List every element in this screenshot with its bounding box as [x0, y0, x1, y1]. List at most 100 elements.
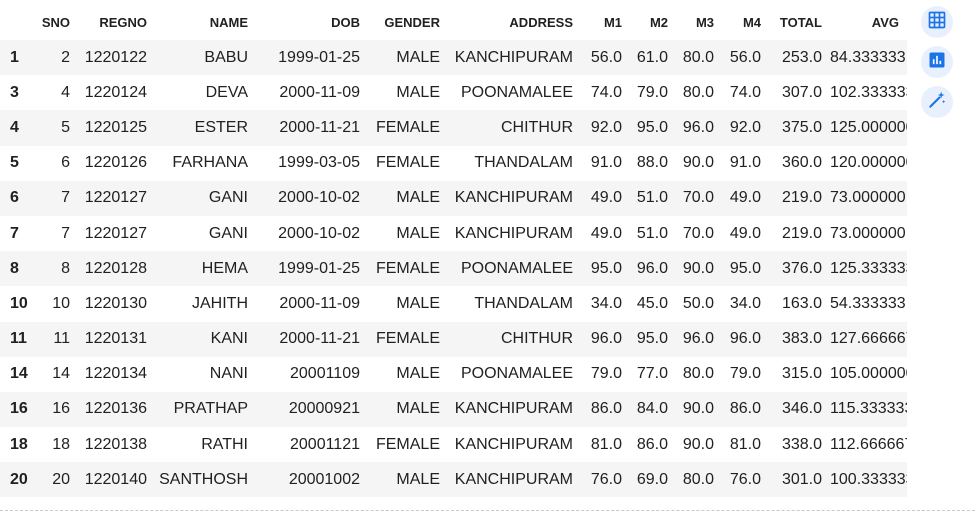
cell-name: FARHANA — [172, 154, 248, 172]
cell-m2: 61.0 — [636, 48, 668, 66]
table-row: 4 5 1220125 ESTER 2000-11-21 FEMALE CHITHUR 92.… — [0, 110, 907, 146]
cell-m4: 91.0 — [729, 154, 761, 172]
cell-name: ESTER — [194, 118, 248, 136]
cell-total: 253.0 — [781, 48, 822, 66]
column-header-total: TOTAL — [779, 15, 822, 30]
cell-m1: 56.0 — [590, 48, 622, 66]
cell-index: 11 — [10, 330, 27, 348]
cell-index: 20 — [10, 470, 28, 488]
cell-regno: 1220128 — [84, 259, 147, 277]
table-row: 3 4 1220124 DEVA 2000-11-09 MALE POONAMALEE 74.… — [0, 75, 907, 110]
cell-dob: 2000-11-09 — [279, 83, 360, 101]
cell-total: 301.0 — [781, 470, 822, 488]
cell-address: KANCHIPURAM — [454, 224, 573, 242]
magic-wand-icon — [927, 90, 947, 115]
cell-m2: 88.0 — [636, 154, 668, 172]
cell-dob: 20001109 — [290, 365, 360, 383]
cell-address: KANCHIPURAM — [454, 189, 573, 207]
cell-m4: 34.0 — [729, 294, 761, 312]
cell-sno: 7 — [61, 189, 70, 207]
cell-name: GANI — [208, 224, 248, 242]
cell-avg: 120.000000 — [830, 154, 907, 172]
cell-dob: 2000-11-09 — [279, 294, 360, 312]
cell-name: BABU — [204, 48, 248, 66]
cell-index: 16 — [10, 400, 28, 418]
suggest-charts-button[interactable] — [921, 46, 953, 78]
cell-address: CHITHUR — [501, 118, 573, 136]
column-header-m4: M4 — [742, 15, 761, 30]
cell-total: 219.0 — [781, 189, 822, 207]
cell-m3: 90.0 — [682, 154, 714, 172]
cell-gender: FEMALE — [375, 330, 440, 348]
cell-m3: 90.0 — [682, 259, 714, 277]
cell-name: GANI — [208, 189, 248, 207]
cell-m3: 70.0 — [682, 224, 714, 242]
cell-sno: 4 — [61, 83, 70, 101]
cell-sno: 11 — [53, 330, 70, 348]
cell-sno: 7 — [61, 224, 70, 242]
cell-gender: FEMALE — [375, 435, 440, 453]
table-row: 8 8 1220128 HEMA 1999-01-25 FEMALE POONAMALEE 9… — [0, 251, 907, 287]
cell-gender: MALE — [396, 224, 440, 242]
cell-m1: 49.0 — [590, 189, 622, 207]
bar-chart-icon — [927, 50, 947, 75]
cell-regno: 1220140 — [84, 470, 147, 488]
cell-name: NANI — [209, 365, 248, 383]
cell-m1: 49.0 — [590, 224, 622, 242]
cell-avg: 73.000000 — [830, 189, 906, 207]
cell-name: PRATHAP — [173, 400, 248, 418]
index-header — [0, 5, 34, 40]
cell-m3: 50.0 — [682, 294, 714, 312]
column-header-name: NAME — [209, 15, 248, 30]
cell-m1: 34.0 — [590, 294, 622, 312]
cell-dob: 1999-03-05 — [278, 154, 360, 172]
cell-m4: 74.0 — [729, 83, 761, 101]
convert-to-interactive-table-button[interactable] — [921, 6, 953, 38]
cell-total: 346.0 — [781, 400, 822, 418]
cell-total: 219.0 — [781, 224, 822, 242]
cell-index: 3 — [10, 83, 19, 101]
cell-m2: 86.0 — [636, 435, 668, 453]
cell-m3: 80.0 — [682, 48, 714, 66]
cell-avg: 125.000000 — [830, 118, 907, 136]
cell-m3: 80.0 — [682, 83, 714, 101]
cell-m1: 76.0 — [590, 470, 622, 488]
cell-dob: 1999-01-25 — [278, 259, 360, 277]
cell-m4: 96.0 — [729, 330, 761, 348]
cell-m2: 95.0 — [636, 118, 668, 136]
cell-address: THANDALAM — [474, 154, 573, 172]
cell-name: JAHITH — [192, 294, 248, 312]
cell-sno: 10 — [52, 294, 70, 312]
cell-gender: MALE — [396, 470, 440, 488]
cell-regno: 1220127 — [84, 189, 147, 207]
table-row: 20 20 1220140 SANTHOSH 20001002 MALE KANCHIPUR… — [0, 462, 907, 498]
cell-sno: 16 — [52, 400, 70, 418]
cell-regno: 1220126 — [84, 154, 147, 172]
cell-avg: 73.000000 — [830, 224, 906, 242]
cell-divider — [0, 510, 975, 511]
cell-name: HEMA — [201, 259, 248, 277]
cell-m2: 95.0 — [636, 330, 668, 348]
cell-sno: 20 — [52, 470, 70, 488]
cell-regno: 1220125 — [84, 118, 147, 136]
cell-avg: 84.333333 — [830, 48, 906, 66]
cell-index: 18 — [10, 435, 28, 453]
cell-dob: 20001002 — [288, 470, 360, 488]
cell-m2: 77.0 — [636, 365, 668, 383]
cell-name: DEVA — [205, 83, 248, 101]
generate-code-button[interactable] — [921, 86, 953, 118]
cell-total: 315.0 — [781, 365, 822, 383]
cell-m3: 90.0 — [682, 435, 714, 453]
cell-regno: 1220138 — [84, 435, 147, 453]
cell-address: KANCHIPURAM — [454, 48, 573, 66]
cell-index: 14 — [10, 365, 28, 383]
cell-avg: 100.333333 — [830, 470, 907, 488]
cell-m3: 70.0 — [682, 189, 714, 207]
cell-address: POONAMALEE — [460, 83, 573, 101]
cell-regno: 1220134 — [84, 365, 147, 383]
cell-m2: 79.0 — [636, 83, 668, 101]
cell-sno: 6 — [61, 154, 70, 172]
dataframe-table: SNO REGNO NAME DOB GENDER ADDRESS M1 M2 … — [0, 5, 907, 498]
cell-regno: 1220122 — [84, 48, 147, 66]
cell-index: 1 — [10, 48, 19, 66]
